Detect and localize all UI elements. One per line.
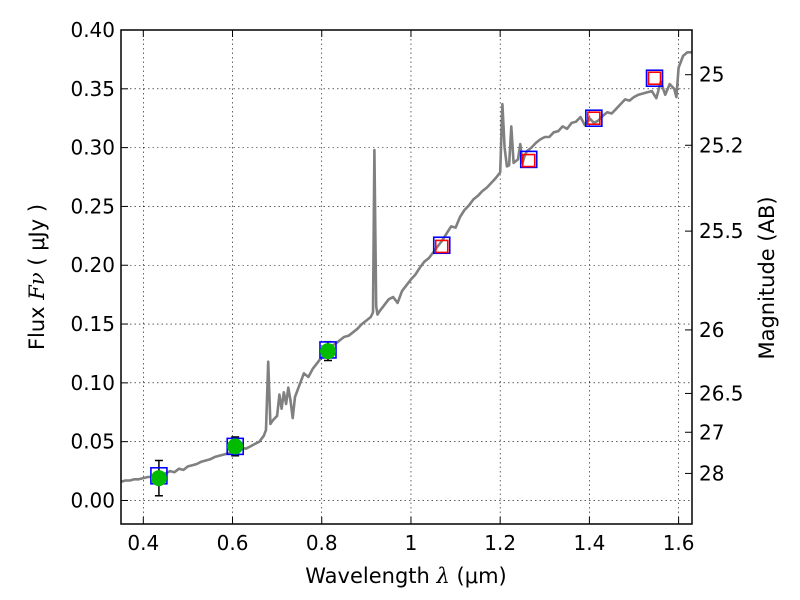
- spectrum-layer: [120, 50, 692, 483]
- y-axis-unit: ( μJy ): [25, 204, 49, 266]
- x-tick-label: 1.4: [573, 531, 605, 555]
- y-tick-label: 0.30: [70, 136, 115, 160]
- y2-axis-label: Magnitude (AB): [755, 196, 779, 359]
- limit-square-marker: [587, 111, 601, 126]
- observed-point-marker: [150, 470, 167, 487]
- model-square-marker: [645, 69, 664, 88]
- model-square-marker: [519, 150, 538, 169]
- x-tick-label: 0.4: [127, 531, 159, 555]
- x-tick-label: 1.2: [484, 531, 516, 555]
- y-tick-label: 0.10: [70, 371, 115, 395]
- model-square-marker: [432, 236, 451, 255]
- observed-point-marker: [319, 343, 336, 360]
- spectrum-line: [120, 50, 692, 483]
- y-tick-label: 0.20: [70, 253, 115, 277]
- model-square-marker: [585, 109, 603, 128]
- y-axis-label: Flux Fν ( μJy ): [25, 204, 49, 350]
- y-axis-symbol: Fν: [25, 272, 49, 301]
- x-axis-label: Wavelength λ (μm): [305, 564, 506, 588]
- x-axis-unit: (μm): [457, 564, 507, 588]
- limit-square-marker: [434, 239, 449, 254]
- x-tick-label: 0.8: [306, 531, 338, 555]
- y2-tick-label: 26.5: [699, 381, 744, 405]
- y2-tick-label: 25.2: [699, 133, 744, 157]
- y2-tick-label: 25.5: [699, 219, 744, 243]
- y2-tick-label: 27: [699, 420, 724, 444]
- y-tick-label: 0.05: [70, 430, 115, 454]
- limit-square-marker: [647, 71, 662, 86]
- y-tick-label: 0.40: [70, 18, 115, 42]
- limit-square-marker: [521, 153, 536, 168]
- x-tick-label: 1.6: [663, 531, 695, 555]
- y2-tick-label: 25: [699, 63, 724, 87]
- y-tick-label: 0.15: [70, 312, 115, 336]
- y-tick-label: 0.25: [70, 194, 115, 218]
- points-layer: [150, 69, 664, 497]
- y2-tick-label: 26: [699, 318, 724, 342]
- observed-point-marker: [227, 438, 244, 455]
- ticks: 0.4 0.6 0.8 1 1.2 1.4 1.6 0.00 0.05 0.10 0.15 0.20 0…: [70, 18, 743, 555]
- y-tick-label: 0.00: [70, 488, 115, 512]
- plot-frame: [120, 29, 693, 525]
- y2-tick-label: 28: [699, 461, 724, 485]
- x-tick-label: 1: [405, 531, 418, 555]
- grid: [121, 29, 692, 524]
- x-tick-label: 0.6: [217, 531, 249, 555]
- x-axis-symbol: λ: [436, 564, 450, 588]
- y-tick-label: 0.35: [70, 77, 115, 101]
